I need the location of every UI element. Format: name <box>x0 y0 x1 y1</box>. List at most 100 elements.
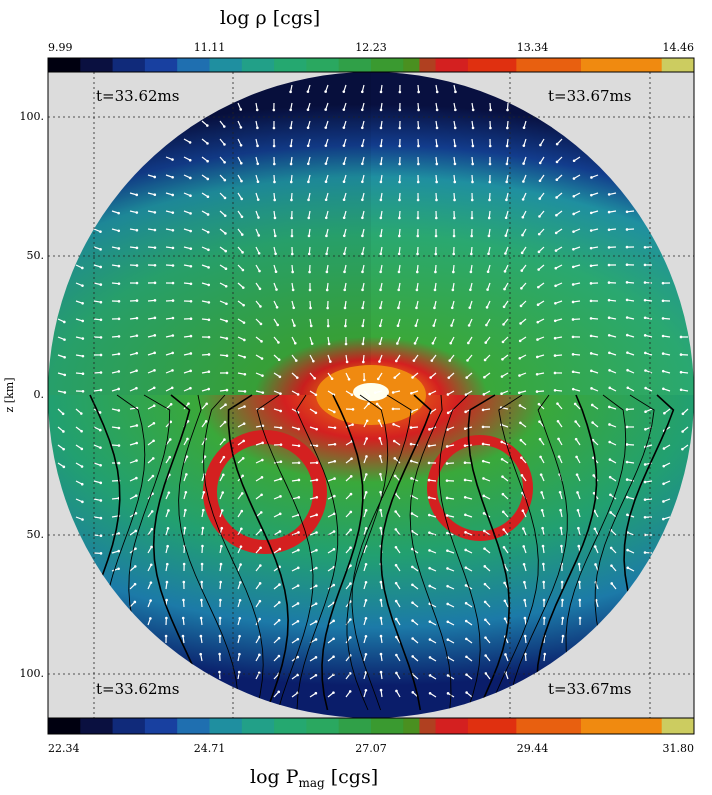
arrow-head <box>626 496 629 499</box>
arrow-head <box>224 421 227 424</box>
arrow-head <box>644 316 647 319</box>
arrow-head <box>365 689 368 692</box>
arrow-head <box>154 246 157 249</box>
arrow-head <box>506 127 509 130</box>
arrow-head <box>296 376 299 379</box>
arrow-head <box>258 270 261 273</box>
arrow-head <box>482 443 485 446</box>
arrow-head <box>447 412 450 415</box>
colorbar-segment <box>80 58 113 72</box>
arrow-head <box>488 217 491 220</box>
arrow-head <box>201 545 204 548</box>
arrow-head <box>464 411 467 414</box>
arrow-head <box>274 235 277 238</box>
arrow-head <box>290 163 293 166</box>
panel-label: t=33.62ms <box>96 680 179 698</box>
arrow-head <box>575 456 578 459</box>
arrow-head <box>608 334 611 337</box>
arrow-head <box>519 404 522 407</box>
colorbar-segment <box>306 58 339 72</box>
arrow-head <box>446 532 449 535</box>
arrow-head <box>555 214 558 217</box>
colorbar-segment <box>436 718 469 734</box>
arrow-head <box>411 637 414 640</box>
arrow-head <box>429 692 432 695</box>
arrow-head <box>239 563 242 566</box>
arrow-head <box>450 324 453 327</box>
arrow-head <box>522 545 525 548</box>
arrow-head <box>290 127 293 130</box>
arrow-head <box>135 442 138 445</box>
arrow-head <box>417 163 420 166</box>
arrow-head <box>416 235 419 238</box>
arrow-head <box>309 289 312 292</box>
arrow-head <box>446 549 449 552</box>
arrow-head <box>626 461 629 464</box>
arrow-head <box>274 253 277 256</box>
colorbar-tick-label: 9.99 <box>48 41 73 54</box>
arrow-head <box>208 370 211 373</box>
arrow-head <box>189 212 192 215</box>
arrow-head <box>171 352 174 355</box>
arrow-head <box>325 180 328 183</box>
arrow-head <box>200 599 203 602</box>
arrow-head <box>538 420 541 423</box>
arrow-head <box>256 109 259 112</box>
arrow-head <box>117 229 120 232</box>
arrow-head <box>298 445 301 448</box>
colorbar-segment <box>80 718 113 734</box>
arrow-head <box>206 124 209 127</box>
arrow-head <box>343 108 346 111</box>
arrow-head <box>289 109 292 112</box>
arrow-head <box>344 325 347 328</box>
arrow-head <box>324 108 327 111</box>
arrow-head <box>208 301 211 304</box>
arrow-head <box>379 235 382 238</box>
arrow-head <box>277 341 280 344</box>
colorbar-tick-label: 22.34 <box>48 742 80 755</box>
arrow-head <box>608 387 611 390</box>
arrow-head <box>392 391 395 394</box>
arrow-head <box>328 343 331 346</box>
arrow-head <box>626 210 629 213</box>
arrow-head <box>190 352 193 355</box>
colorbar-segment <box>468 718 517 734</box>
arrow-head <box>433 307 436 310</box>
arrow-head <box>332 655 335 658</box>
arrow-head <box>682 412 685 415</box>
arrow-head <box>380 671 383 674</box>
arrow-head <box>538 251 541 254</box>
arrow-head <box>244 373 247 376</box>
arrow-head <box>279 410 282 413</box>
arrow-head <box>151 510 154 513</box>
arrow-head <box>226 337 229 340</box>
arrow-head <box>470 271 473 274</box>
arrow-head <box>172 264 175 267</box>
arrow-head <box>470 253 473 256</box>
arrow-head <box>361 271 364 274</box>
arrow-head <box>243 422 246 425</box>
colorbar-segment <box>177 58 210 72</box>
arrow-head <box>166 563 169 566</box>
arrow-head <box>434 271 437 274</box>
arrow-head <box>362 343 365 346</box>
colorbar-tick-label: 13.34 <box>517 41 549 54</box>
arrow-head <box>118 282 121 285</box>
arrow-head <box>262 408 265 411</box>
arrow-head <box>257 216 260 219</box>
arrow-head <box>280 460 283 463</box>
arrow-head <box>81 448 84 451</box>
arrow-head <box>484 583 487 586</box>
arrow-head <box>316 461 319 464</box>
arrow-head <box>393 457 396 460</box>
arrow-head <box>380 599 383 602</box>
arrow-head <box>307 181 310 184</box>
arrow-head <box>291 235 294 238</box>
arrow-head <box>464 479 467 482</box>
arrow-head <box>411 566 414 569</box>
arrow-head <box>608 211 611 214</box>
arrow-head <box>505 234 508 237</box>
arrow-head <box>538 215 541 218</box>
